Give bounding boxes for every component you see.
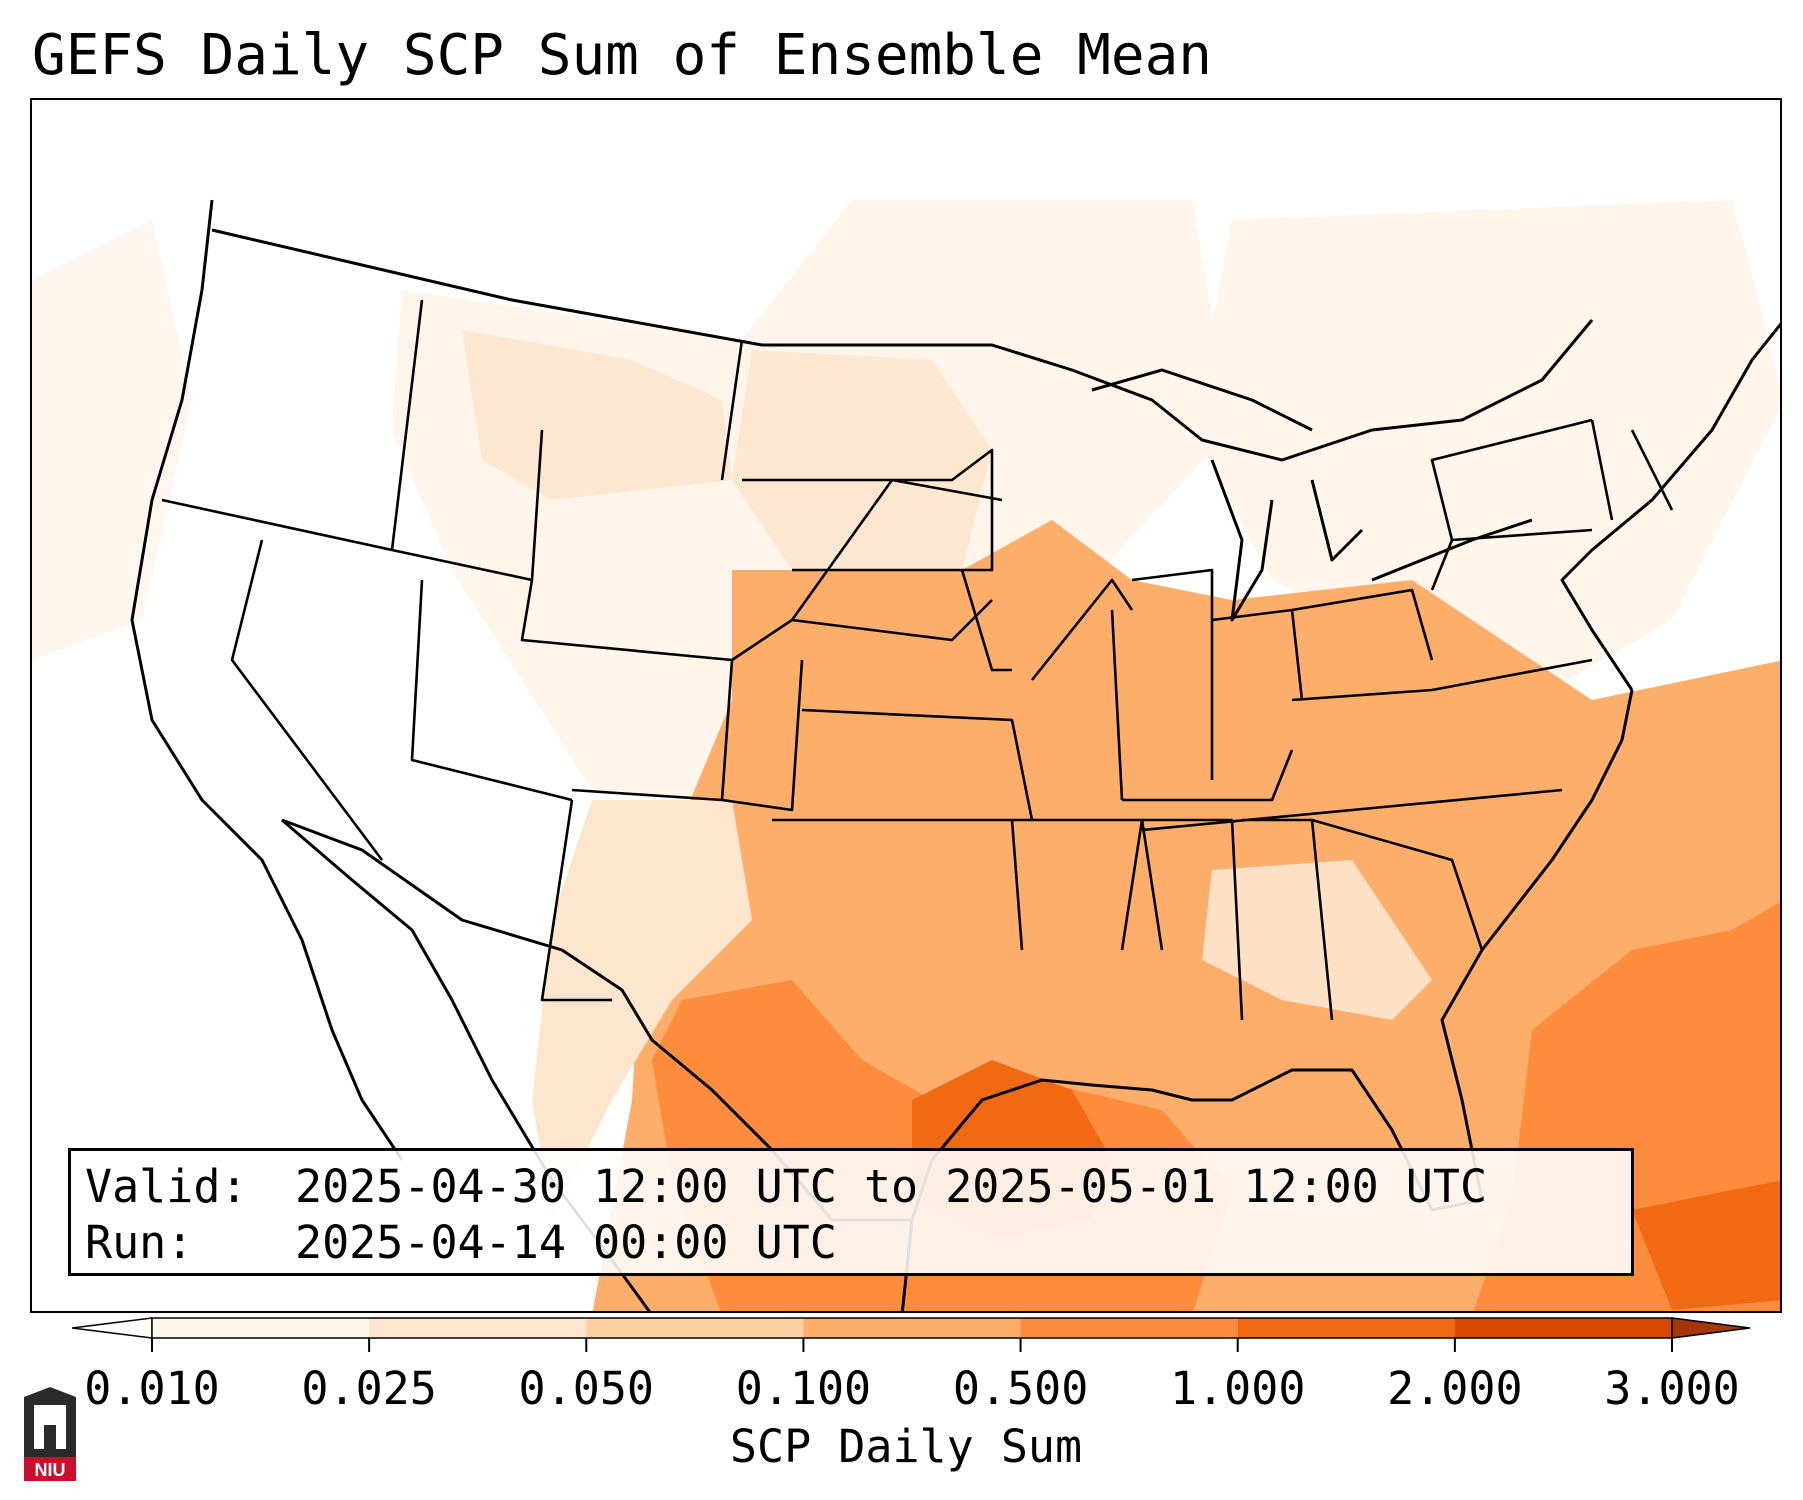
colorbar-label: SCP Daily Sum — [729, 1420, 1083, 1473]
valid-run-info-box: Valid: 2025-04-30 12:00 UTC to 2025-05-01… — [68, 1148, 1634, 1276]
colorbar-segment — [1237, 1318, 1456, 1338]
great-lakes — [1091, 368, 1533, 622]
colorbar-segment — [369, 1318, 587, 1338]
colorbar-tick-label: 0.100 — [735, 1362, 872, 1415]
colorbar-frame — [151, 1317, 1673, 1339]
gulf-coastline — [900, 689, 1634, 1311]
valid-line: Valid: 2025-04-30 12:00 UTC to 2025-05-01… — [85, 1159, 1617, 1215]
run-line: Run: 2025-04-14 00:00 UTC — [85, 1215, 1617, 1271]
colorbar-tick-label: 2.000 — [1387, 1362, 1523, 1415]
colorbar-tick-label: 0.050 — [518, 1362, 655, 1415]
state-lines — [161, 299, 1674, 1021]
colorbar — [72, 1317, 1751, 1352]
east-coastline — [1560, 322, 1780, 691]
colorbar-segment — [586, 1318, 804, 1338]
colorbar-segment — [803, 1318, 1022, 1338]
logo-door — [44, 1425, 56, 1449]
colorbar-tick-label: 0.500 — [952, 1362, 1089, 1415]
scp-field-northeast — [1192, 200, 1780, 700]
logo-text: NIU — [35, 1460, 66, 1480]
run-label: Run: — [85, 1216, 194, 1269]
west-coastline — [130, 199, 404, 1161]
canada-border — [211, 228, 1594, 462]
map-title: GEFS Daily SCP Sum of Ensemble Mean — [32, 23, 1213, 88]
colorbar-segment — [152, 1318, 370, 1338]
colorbar-segment — [1454, 1318, 1673, 1338]
map-panel — [30, 98, 1782, 1313]
scp-map — [32, 199, 1780, 1311]
colorbar-under-arrow — [72, 1317, 153, 1339]
valid-label: Valid: — [85, 1160, 248, 1213]
valid-value: 2025-04-30 12:00 UTC to 2025-05-01 12:00… — [295, 1160, 1488, 1213]
colorbar-segment — [1020, 1318, 1239, 1338]
colorbar-tick-marks — [151, 1338, 1673, 1352]
colorbar-tick-label: 0.010 — [84, 1362, 220, 1415]
scp-field-pacific — [32, 220, 192, 660]
scp-shading — [32, 200, 1780, 1311]
scp-field-west-texas — [532, 800, 752, 1220]
scp-field-montana — [462, 330, 732, 500]
scp-field-dakotas — [732, 350, 992, 570]
niu-logo: NIU — [24, 1387, 76, 1481]
logo-banner — [24, 1457, 76, 1481]
colorbar-tick-label: 0.025 — [301, 1362, 437, 1415]
scp-field-caribbean — [1632, 1180, 1780, 1310]
colorbar-tick-label: 3.000 — [1604, 1362, 1740, 1415]
boundary-lines — [130, 199, 1780, 1311]
colorbar-segments — [72, 1317, 1751, 1339]
colorbar-over-arrow — [1671, 1317, 1751, 1339]
scp-field-southeast — [1202, 860, 1432, 1020]
run-value: 2025-04-14 00:00 UTC — [295, 1216, 837, 1269]
colorbar-tick-label: 1.000 — [1169, 1362, 1306, 1415]
